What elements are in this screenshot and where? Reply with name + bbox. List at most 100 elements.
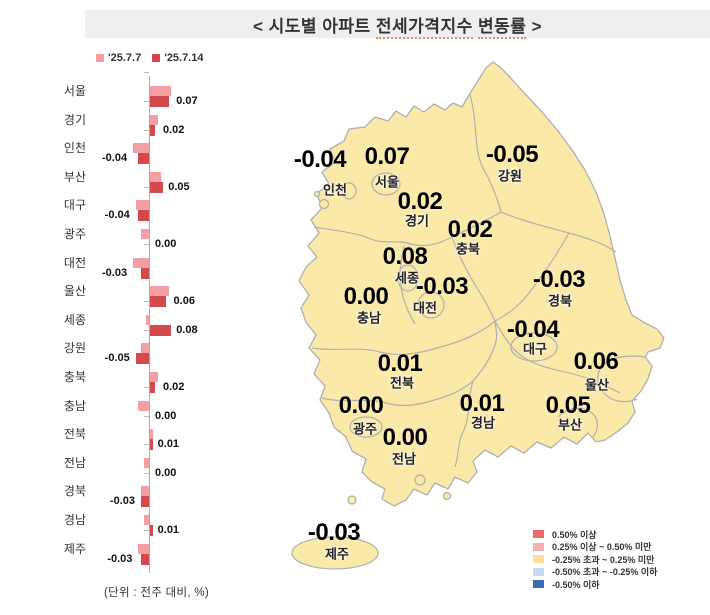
bar-chart-axis — [149, 76, 150, 573]
bar-category-label: 충남 — [63, 398, 86, 413]
map-region-value-제주: -0.03 — [307, 519, 361, 546]
bar-series-25-7-7 — [133, 257, 149, 268]
bar-category-label: 대전 — [63, 255, 86, 270]
bar-series-25-7-14 — [150, 324, 172, 336]
border-jeonbuk-north — [311, 320, 496, 356]
axis-tick — [144, 444, 149, 446]
bar-category-label: 경기 — [63, 112, 86, 127]
map-island — [318, 198, 330, 210]
map-legend-swatch — [533, 542, 544, 551]
legend-label: '25.7.14 — [164, 52, 204, 64]
bar-value-label: 0.00 — [155, 466, 177, 479]
bar-category-label: 울산 — [63, 284, 86, 299]
bar-series-25-7-14 — [141, 267, 149, 279]
map-region-name-경북: 경북 — [548, 293, 572, 309]
border-gyeonggi-south — [313, 211, 502, 247]
map-region-name-대전: 대전 — [413, 300, 437, 316]
map-region-name-전북: 전북 — [390, 375, 414, 391]
axis-tick — [144, 186, 149, 188]
border-sejong — [397, 264, 419, 292]
map-region-name-제주: 제주 — [325, 546, 349, 562]
bar-series-25-7-7 — [143, 457, 149, 468]
bar-category-label: 충북 — [63, 370, 86, 384]
map-legend-label: -0.50% 초과 ~ -0.25% 이하 — [552, 567, 658, 578]
map-region-name-강원: 강원 — [498, 168, 522, 184]
map-region-value-경남: 0.01 — [459, 390, 505, 417]
map-legend-label: -0.50% 이하 — [552, 579, 600, 590]
page-title: < 시도별 아파트 전세가격지수 변동률 > — [253, 12, 542, 39]
bar-chart-legend: '25.7.7 '25.7.14 — [96, 52, 204, 64]
map-region-value-세종: 0.08 — [382, 243, 428, 270]
title-word-underlined-1: 전세가격지수 — [375, 16, 473, 39]
map-island — [313, 190, 321, 198]
bar-legend-item: '25.7.14 — [152, 52, 204, 64]
bar-series-25-7-7 — [143, 515, 149, 525]
bar-category-label: 제주 — [63, 541, 86, 556]
border-jeonbuk-south — [321, 380, 474, 407]
map-region-value-경북: -0.03 — [532, 266, 586, 293]
map-region-name-충북: 충북 — [456, 241, 480, 257]
bar-series-25-7-7 — [150, 114, 158, 125]
border-incheon — [341, 182, 357, 200]
border-chungbuk-east — [494, 232, 570, 322]
axis-tick — [144, 387, 149, 388]
border-seoul — [371, 172, 401, 196]
border-chungnam-east — [399, 245, 416, 325]
bar-value-label: 0.05 — [168, 180, 190, 193]
map-legend-row: 0.50% 이상 — [533, 528, 657, 541]
map-region-name-대구: 대구 — [523, 341, 547, 357]
map-legend-label: 0.50% 이상 — [552, 529, 597, 540]
legend-swatch — [96, 54, 104, 62]
axis-tick — [144, 472, 149, 474]
axis-tick — [144, 72, 149, 74]
bar-category-label: 전남 — [63, 455, 86, 470]
bar-series-25-7-7 — [150, 372, 158, 382]
map-region-value-충남: 0.00 — [343, 283, 389, 310]
axis-tick — [144, 101, 149, 102]
bar-series-25-7-14 — [150, 96, 169, 107]
bar-series-25-7-7 — [150, 86, 172, 96]
map-region-value-충북: 0.02 — [447, 216, 493, 243]
bar-value-label: 0.01 — [157, 438, 180, 451]
bar-series-25-7-14 — [150, 525, 153, 536]
map-region-value-전남: 0.00 — [382, 424, 428, 451]
map-legend-row: -0.50% 이하 — [533, 578, 657, 591]
bar-series-25-7-7 — [150, 286, 169, 297]
bar-value-label: 0.06 — [173, 295, 195, 308]
bar-value-label: -0.03 — [102, 266, 128, 279]
map-region-name-세종: 세종 — [395, 270, 419, 286]
bar-value-label: -0.05 — [104, 352, 130, 365]
map-region-value-대전: -0.03 — [415, 273, 469, 300]
bar-value-label: 0.00 — [155, 238, 177, 250]
map-legend-row: -0.25% 초과 ~ 0.25% 미만 — [533, 553, 657, 566]
map-legend-label: 0.25% 이상 ~ 0.50% 미만 — [552, 542, 652, 553]
map-region-name-광주: 광주 — [353, 421, 377, 437]
map-island — [347, 495, 357, 505]
axis-tick — [144, 415, 149, 417]
bar-value-label: 0.02 — [162, 381, 185, 393]
map-legend-swatch — [533, 530, 544, 539]
bar-value-label: 0.01 — [157, 524, 180, 536]
map-region-value-인천: -0.04 — [293, 146, 347, 173]
bar-category-label: 대구 — [63, 198, 86, 213]
bar-series-25-7-7 — [135, 200, 149, 211]
border-jeonnam-gyeongnam — [454, 380, 474, 468]
bar-category-label: 서울 — [63, 84, 86, 98]
bar-category-label: 경북 — [63, 484, 86, 499]
unit-note: (단위 : 전주 대비, %) — [104, 587, 210, 599]
map-region-value-전북: 0.01 — [377, 350, 423, 377]
border-ulsan — [597, 355, 647, 403]
title-band: < 시도별 아파트 전세가격지수 변동률 > — [85, 10, 710, 39]
title-word-underlined-2: 변동률 — [477, 16, 527, 39]
axis-tick — [144, 329, 149, 331]
map-region-value-강원: -0.05 — [485, 141, 539, 168]
border-daejeon — [417, 291, 445, 319]
bar-category-label: 광주 — [63, 227, 86, 241]
bar-value-label: 0.07 — [176, 95, 198, 107]
map-region-name-경남: 경남 — [471, 415, 495, 431]
map-legend-swatch — [533, 580, 544, 589]
bar-series-25-7-14 — [150, 181, 164, 193]
map-region-name-울산: 울산 — [585, 377, 609, 393]
